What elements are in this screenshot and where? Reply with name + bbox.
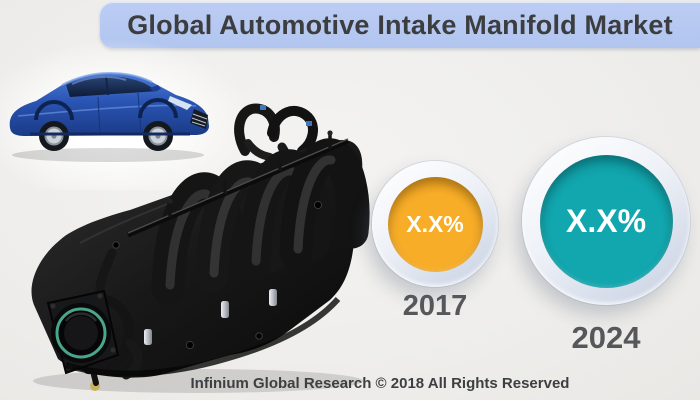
car-grille: [190, 109, 208, 129]
badge-2017-value: X.X%: [406, 210, 464, 237]
badge-2017-year: 2017: [402, 290, 468, 322]
badge-2024-circle: X.X%: [539, 154, 673, 288]
badge-2017-circle: X.X%: [387, 176, 483, 272]
car-headlight: [168, 96, 192, 110]
page-title: Global Automotive Intake Manifold Market: [127, 9, 673, 40]
car-illustration: [9, 72, 210, 162]
manifold-bolts: [112, 200, 323, 350]
car-front-wheel: [143, 121, 173, 151]
badge-2024-value: X.X%: [565, 202, 647, 239]
manifold-fuel-rail: [127, 130, 349, 238]
intake-manifold-image: [31, 103, 370, 393]
manifold-runners: [151, 138, 370, 305]
badge-2017: X.X%: [372, 161, 498, 287]
manifold-throttle-opening: [46, 289, 120, 391]
badge-2024-year: 2024: [571, 320, 641, 355]
badge-2024: X.X%: [522, 137, 690, 305]
car-image: [9, 72, 210, 162]
car-rear-wheel: [39, 121, 69, 151]
manifold-illustration: [31, 103, 370, 393]
copyright-text: Infinium Global Research © 2018 All Righ…: [190, 375, 570, 392]
